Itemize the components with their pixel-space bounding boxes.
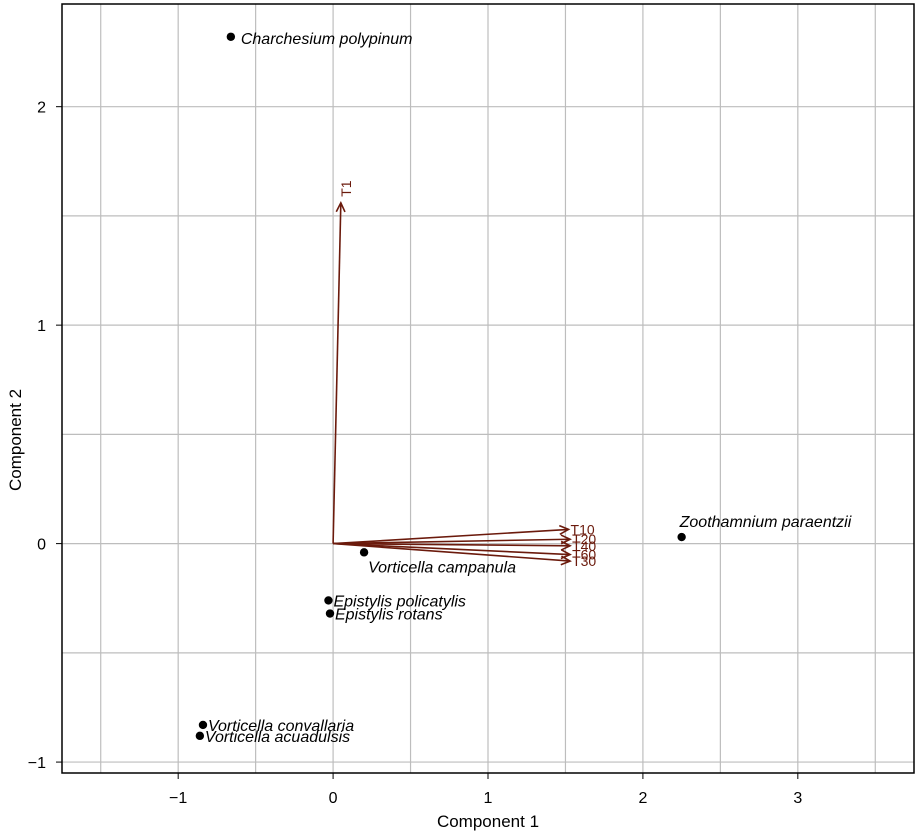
point-label: Vorticella convallaria bbox=[208, 718, 354, 735]
vector-label: T10 bbox=[571, 521, 595, 537]
data-point bbox=[325, 609, 335, 618]
point-label: Charchesium polypinum bbox=[241, 31, 413, 48]
x-tick-label: 3 bbox=[793, 790, 802, 807]
x-tick-label: 2 bbox=[638, 790, 647, 807]
point-label: Zoothamnium paraentzii bbox=[679, 514, 852, 531]
vector-line-t60 bbox=[333, 542, 571, 556]
x-axis-title: Component 1 bbox=[437, 812, 539, 831]
y-tick-label: 2 bbox=[37, 100, 46, 117]
vector-line-t40 bbox=[333, 542, 571, 547]
vector-arrowhead bbox=[560, 555, 572, 566]
x-tick-label: −1 bbox=[169, 790, 187, 807]
point-label: Epistylis policatylis bbox=[333, 593, 465, 610]
data-point bbox=[195, 731, 205, 741]
point-label: Vorticella acuadulsis bbox=[205, 729, 350, 746]
axis-ticks: −1 0 1 2 3 −1 0 1 2 bbox=[28, 100, 803, 807]
x-tick-label: 0 bbox=[329, 790, 338, 807]
vector-line-t30 bbox=[333, 542, 571, 562]
vector-label: T30 bbox=[572, 553, 596, 569]
vector-label: T60 bbox=[572, 547, 596, 563]
point-label: Vorticella campanula bbox=[368, 559, 516, 576]
data-point bbox=[226, 32, 236, 41]
point-label: Epistylis rotans bbox=[335, 607, 443, 624]
data-point bbox=[359, 548, 369, 557]
vector-line-t20 bbox=[333, 538, 571, 545]
vector-label: T1 bbox=[338, 180, 354, 197]
vector-arrowhead bbox=[560, 540, 572, 551]
y-tick-label: 0 bbox=[37, 537, 46, 554]
y-tick-label: 1 bbox=[37, 318, 46, 335]
data-point bbox=[198, 720, 208, 730]
data-point bbox=[677, 532, 686, 542]
y-tick-label: −1 bbox=[28, 755, 46, 772]
data-point bbox=[324, 596, 333, 605]
y-axis-title: Component 2 bbox=[6, 389, 25, 491]
data-points: Charchesium polypinum Zoothamnium paraent… bbox=[195, 31, 852, 746]
vector-arrowhead bbox=[335, 200, 346, 213]
vector-line-t10 bbox=[333, 528, 569, 545]
vector-line-t1 bbox=[332, 202, 342, 544]
vector-label: T40 bbox=[572, 538, 596, 554]
vector-label: T20 bbox=[572, 531, 596, 547]
x-tick-label: 1 bbox=[484, 790, 493, 807]
vector-arrowhead bbox=[558, 524, 571, 535]
grid bbox=[62, 4, 914, 773]
